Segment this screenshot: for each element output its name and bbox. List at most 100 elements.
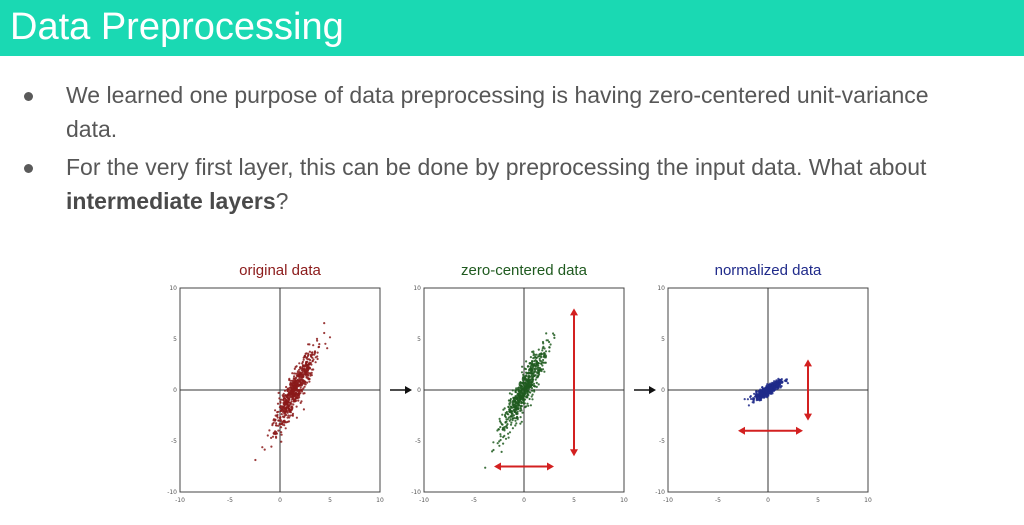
- scatter-point: [263, 448, 266, 451]
- scatter-point: [496, 442, 499, 445]
- scatter-point: [311, 359, 314, 362]
- scatter-point: [291, 412, 295, 415]
- scatter-point: [287, 392, 290, 395]
- scatter-point: [531, 378, 534, 381]
- scatter-point: [299, 374, 302, 377]
- scatter-point: [517, 404, 521, 407]
- scatter-point: [505, 418, 508, 421]
- scatter-point: [520, 404, 523, 408]
- scatter-point: [301, 376, 304, 379]
- y-tick-label: 10: [169, 285, 177, 292]
- bullet-dot-icon: [24, 164, 33, 173]
- scatter-point: [520, 420, 523, 423]
- scatter-point: [549, 343, 552, 346]
- scatter-point: [311, 351, 314, 354]
- y-tick-label: 0: [173, 387, 177, 394]
- scatter-point: [296, 397, 299, 400]
- scatter-point: [524, 406, 527, 409]
- bullet-text: We learned one purpose of data preproces…: [66, 82, 929, 142]
- scatter-point: [261, 446, 264, 449]
- scatter-point: [504, 415, 507, 418]
- scatter-point: [511, 389, 514, 392]
- scatter-point: [510, 410, 513, 413]
- scatter-point: [548, 350, 551, 353]
- bullet-dot-icon: [24, 92, 33, 101]
- scatter-point: [771, 392, 774, 395]
- scatter-point: [285, 421, 288, 424]
- scatter-point: [497, 428, 500, 431]
- scatter-point: [531, 360, 534, 363]
- scatter-point: [510, 421, 513, 424]
- scatter-point: [510, 393, 513, 396]
- scatter-point: [280, 431, 283, 434]
- scatter-point: [537, 383, 540, 386]
- scatter-point: [506, 423, 509, 426]
- scatter-point: [537, 371, 540, 374]
- scatter-point: [540, 368, 543, 371]
- arrowhead-up: [804, 359, 812, 367]
- scatter-point: [777, 384, 781, 387]
- scatter-point: [768, 392, 771, 395]
- scatter-point: [304, 370, 307, 373]
- scatter-point: [296, 389, 299, 392]
- scatter-point: [752, 401, 755, 404]
- scatter-point: [507, 413, 510, 416]
- scatter-point: [522, 373, 525, 376]
- scatter-point: [516, 415, 519, 418]
- scatter-point: [529, 378, 532, 381]
- scatter-point: [298, 368, 301, 371]
- scatter-point: [515, 387, 518, 390]
- scatter-point: [507, 416, 510, 419]
- scatter-point: [314, 361, 317, 364]
- scatter-point: [305, 376, 308, 379]
- scatter-point: [288, 386, 291, 389]
- y-tick-label: -10: [655, 489, 665, 496]
- scatter-point: [297, 393, 301, 396]
- scatter-point: [326, 347, 329, 350]
- scatter-point: [540, 362, 543, 365]
- scatter-point: [316, 339, 319, 342]
- bullet-bold-phrase: intermediate layers: [66, 188, 276, 214]
- scatter-point: [290, 395, 293, 398]
- scatter-point: [533, 356, 536, 359]
- scatter-point: [521, 378, 524, 381]
- scatter-point: [304, 373, 307, 376]
- scatter-point: [318, 343, 321, 346]
- scatter-point: [280, 398, 283, 401]
- scatter-point: [499, 426, 502, 429]
- scatter-point: [292, 403, 295, 406]
- scatter-point: [505, 420, 508, 423]
- scatter-point: [279, 419, 282, 422]
- scatter-point: [285, 402, 289, 405]
- scatter-point: [284, 408, 287, 411]
- scatter-point: [521, 365, 524, 368]
- scatter-point: [522, 399, 525, 402]
- scatter-point: [492, 441, 495, 444]
- scatter-point: [522, 376, 525, 379]
- x-tick-label: -10: [175, 497, 185, 504]
- scatter-point: [511, 419, 514, 422]
- scatter-point: [501, 426, 505, 430]
- scatter-point: [760, 398, 763, 402]
- scatter-point: [294, 396, 297, 399]
- scatter-point: [294, 393, 297, 396]
- scatter-point: [510, 405, 513, 408]
- scatter-point: [531, 398, 534, 401]
- scatter-point: [301, 373, 304, 376]
- scatter-point: [773, 383, 776, 386]
- scatter-point: [514, 419, 517, 422]
- scatter-point: [286, 416, 289, 419]
- scatter-point: [509, 399, 512, 402]
- scatter-point: [302, 408, 305, 411]
- scatter-point: [747, 404, 751, 407]
- scatter-point: [311, 368, 314, 371]
- scatter-point: [521, 411, 524, 414]
- scatter-point: [524, 381, 527, 384]
- scatter-point: [502, 442, 505, 445]
- scatter-point: [515, 394, 518, 398]
- scatter-point: [528, 368, 531, 371]
- scatter-point: [513, 408, 517, 411]
- scatter-point: [285, 394, 288, 397]
- scatter-point: [281, 408, 284, 411]
- scatter-point: [543, 356, 546, 359]
